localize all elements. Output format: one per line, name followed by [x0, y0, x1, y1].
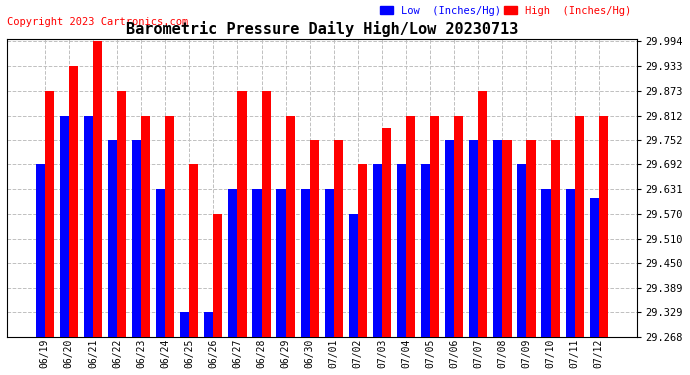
Bar: [310, 140, 319, 337]
Bar: [421, 164, 430, 337]
Bar: [478, 91, 487, 337]
Bar: [36, 164, 45, 337]
Bar: [180, 312, 189, 337]
Bar: [141, 116, 150, 337]
Bar: [117, 91, 126, 337]
Bar: [213, 214, 222, 337]
Title: Barometric Pressure Daily High/Low 20230713: Barometric Pressure Daily High/Low 20230…: [126, 21, 518, 37]
Bar: [542, 189, 551, 337]
Bar: [430, 116, 440, 337]
Bar: [93, 41, 102, 337]
Bar: [334, 140, 343, 337]
Bar: [237, 91, 246, 337]
Bar: [406, 116, 415, 337]
Bar: [59, 116, 69, 337]
Bar: [69, 66, 78, 337]
Bar: [277, 189, 286, 337]
Legend: Low  (Inches/Hg), High  (Inches/Hg): Low (Inches/Hg), High (Inches/Hg): [380, 6, 631, 16]
Bar: [589, 198, 599, 337]
Bar: [204, 312, 213, 337]
Bar: [132, 140, 141, 337]
Bar: [397, 164, 406, 337]
Bar: [324, 189, 334, 337]
Bar: [348, 214, 358, 337]
Bar: [526, 140, 535, 337]
Bar: [575, 116, 584, 337]
Bar: [445, 140, 454, 337]
Bar: [502, 140, 511, 337]
Bar: [599, 116, 608, 337]
Bar: [382, 128, 391, 337]
Bar: [373, 164, 382, 337]
Bar: [358, 164, 367, 337]
Bar: [165, 116, 175, 337]
Bar: [301, 189, 310, 337]
Bar: [228, 189, 237, 337]
Bar: [83, 116, 93, 337]
Bar: [454, 116, 464, 337]
Bar: [45, 91, 54, 337]
Bar: [108, 140, 117, 337]
Bar: [566, 189, 575, 337]
Bar: [493, 140, 502, 337]
Bar: [262, 91, 270, 337]
Bar: [189, 164, 199, 337]
Bar: [286, 116, 295, 337]
Bar: [156, 189, 165, 337]
Text: Copyright 2023 Cartronics.com: Copyright 2023 Cartronics.com: [7, 17, 188, 27]
Bar: [253, 189, 262, 337]
Bar: [469, 140, 478, 337]
Bar: [551, 140, 560, 337]
Bar: [518, 164, 526, 337]
